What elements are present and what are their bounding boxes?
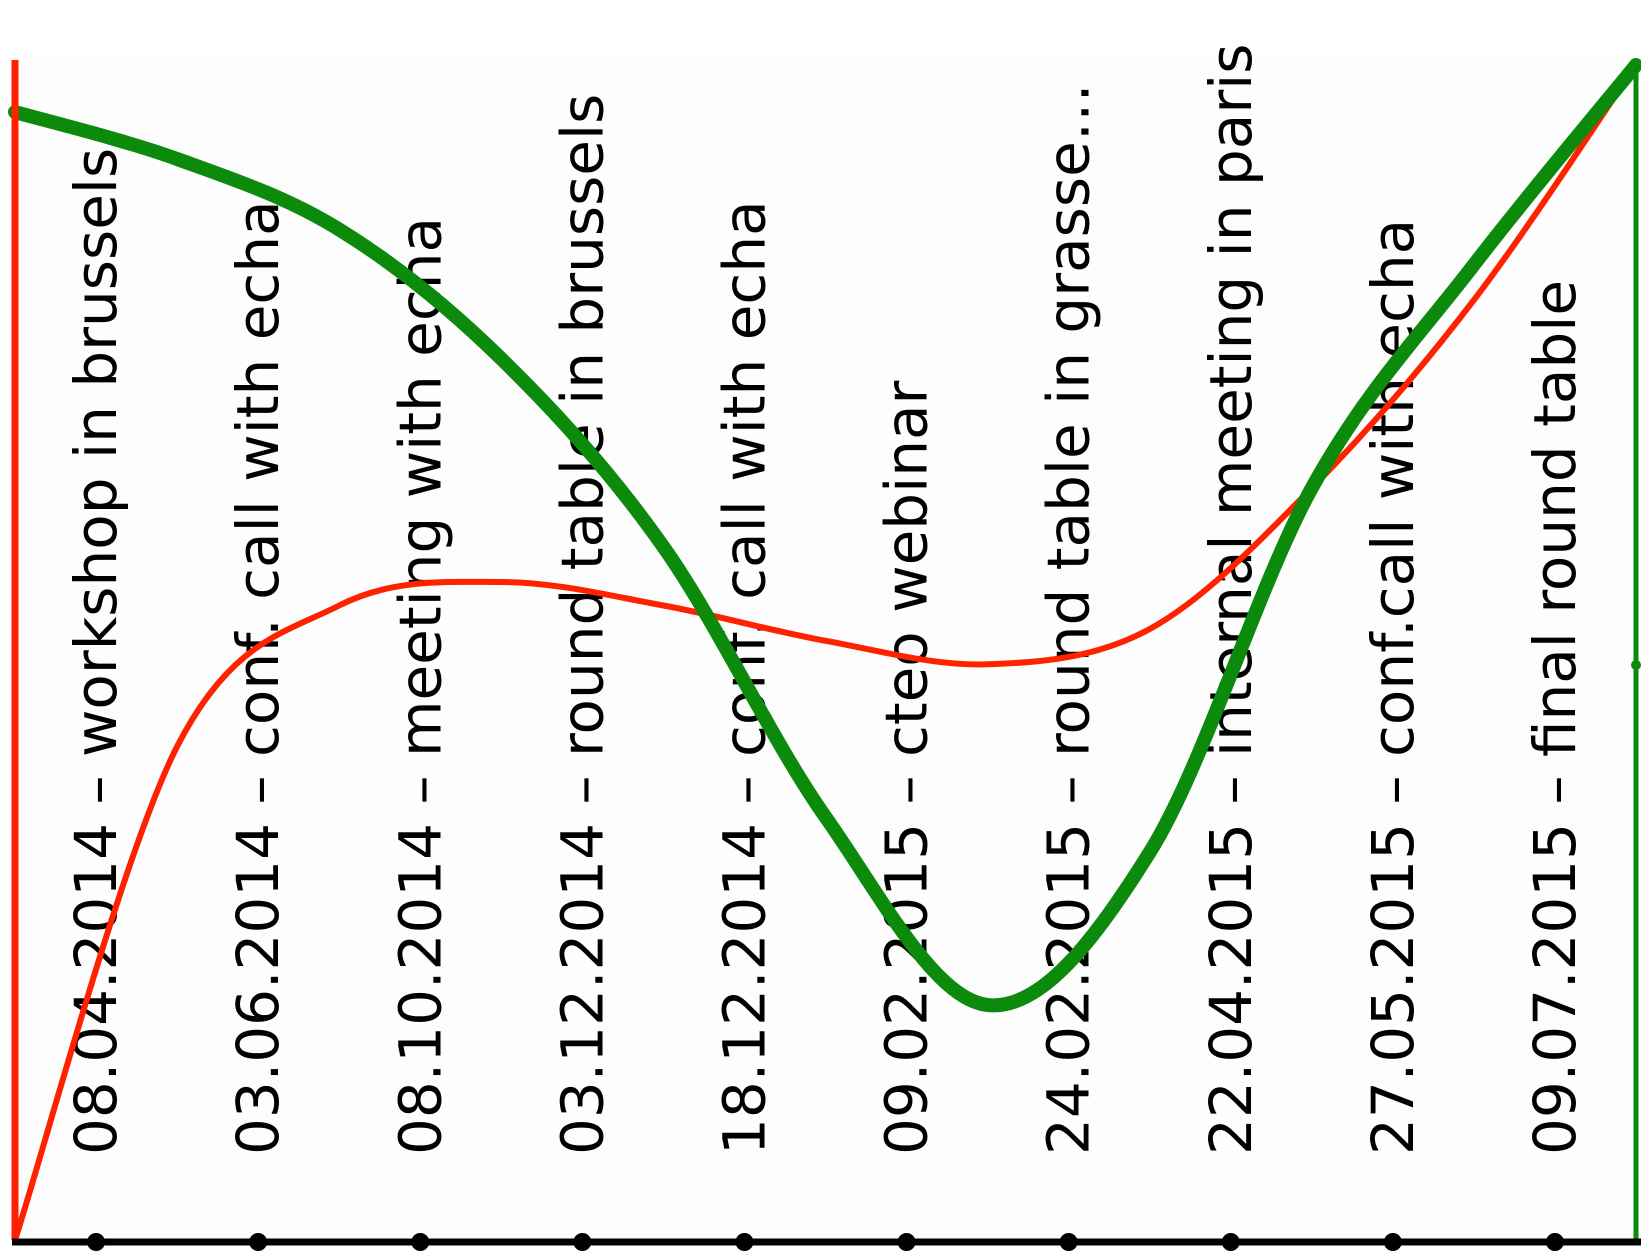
event-labels: 08.04.2014 – workshop in brussels 03.06.2… (62, 43, 1589, 1155)
event-label: 09.07.2015 – final round table (1521, 280, 1589, 1155)
event-label: 08.10.2014 – meeting with echa (386, 217, 454, 1155)
event-label: 03.06.2014 – conf. call with echa (224, 200, 292, 1155)
plot-area (15, 60, 1641, 1240)
x-tick-dot (1059, 1233, 1078, 1251)
x-tick-dot (897, 1233, 916, 1251)
event-label: 24.02.2015 – round table in grasse… (1035, 83, 1103, 1155)
x-tick-dot (1545, 1233, 1564, 1251)
axes (11, 60, 1641, 1251)
right-axis-marker (1631, 660, 1641, 670)
event-label: 08.04.2014 – workshop in brussels (62, 148, 130, 1155)
event-label: 03.12.2014 – round table in brussels (548, 94, 616, 1155)
x-tick-dot (1221, 1233, 1240, 1251)
event-label: 09.02.2015 – cteo webinar (873, 380, 941, 1155)
x-tick-dot (87, 1233, 106, 1251)
x-tick-dot (1383, 1233, 1402, 1251)
x-tick-dot (735, 1233, 754, 1251)
x-tick-dot (411, 1233, 430, 1251)
x-tick-dot (249, 1233, 268, 1251)
series-line-green (8, 58, 1641, 1013)
series-line-red (12, 62, 1639, 1243)
series-lines (8, 58, 1641, 1243)
x-tick-dot (573, 1233, 592, 1251)
